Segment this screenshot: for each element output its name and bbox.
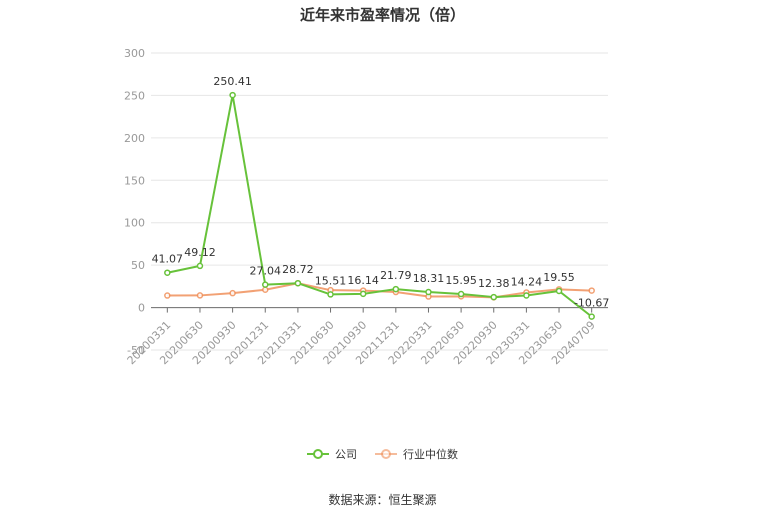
company-point [490,293,497,301]
y-tick-label: 250 [124,89,145,102]
industry-point [588,287,595,294]
company-point [164,269,171,276]
company-point [523,292,530,299]
legend-company-marker [307,449,329,459]
company-point [196,262,204,270]
company-point [262,281,269,288]
company-data-label: 16.14 [347,274,379,287]
company-data-label: 21.79 [380,269,412,282]
company-data-label: 41.07 [152,253,184,266]
y-tick-label: 150 [124,174,145,187]
company-point [294,279,302,287]
industry-point [262,286,269,294]
company-data-label: 27.04 [250,265,282,278]
source-note: 数据来源：恒生聚源 [328,493,437,507]
chart-title: 近年来市盈率情况（倍） [299,6,465,24]
y-tick-label: 300 [124,47,145,60]
company-data-label: 18.31 [413,272,445,285]
company-data-label: 14.24 [511,275,543,288]
company-data-label: 250.41 [213,75,252,88]
company-data-label: 19.55 [543,271,575,284]
company-data-label: 28.72 [282,263,314,276]
company-point [327,291,334,298]
company-point [555,287,563,295]
y-tick-label: 200 [124,132,145,145]
line-chart: -500501001502002503002020033120200630202… [124,47,610,367]
industry-point [229,289,236,297]
legend-item-industry[interactable]: 行业中位数 [375,446,458,462]
company-point [392,285,400,293]
y-tick-label: 0 [138,302,145,315]
y-tick-label: -50 [127,344,145,357]
industry-point [164,292,171,299]
company-data-label: 12.38 [478,277,510,290]
company-point [425,288,432,296]
legend: 公司 行业中位数 [0,446,765,462]
legend-industry-label: 行业中位数 [403,448,458,461]
grid-lines [151,52,608,351]
y-tick-label: 100 [124,217,145,230]
company-data-label: 15.95 [445,274,477,287]
company-data-label: 49.12 [184,246,216,259]
legend-industry-marker [375,449,397,459]
company-line [167,94,593,318]
legend-item-company[interactable]: 公司 [307,446,357,462]
company-point [457,290,465,298]
legend-company-label: 公司 [335,448,357,461]
series-lines [164,91,595,320]
company-point [229,91,236,99]
y-tick-label: 50 [131,259,145,272]
company-data-label: 15.51 [315,274,347,287]
company-point [588,313,595,320]
company-data-label: -10.67 [574,297,609,310]
company-point [359,290,367,298]
industry-point [196,292,204,299]
